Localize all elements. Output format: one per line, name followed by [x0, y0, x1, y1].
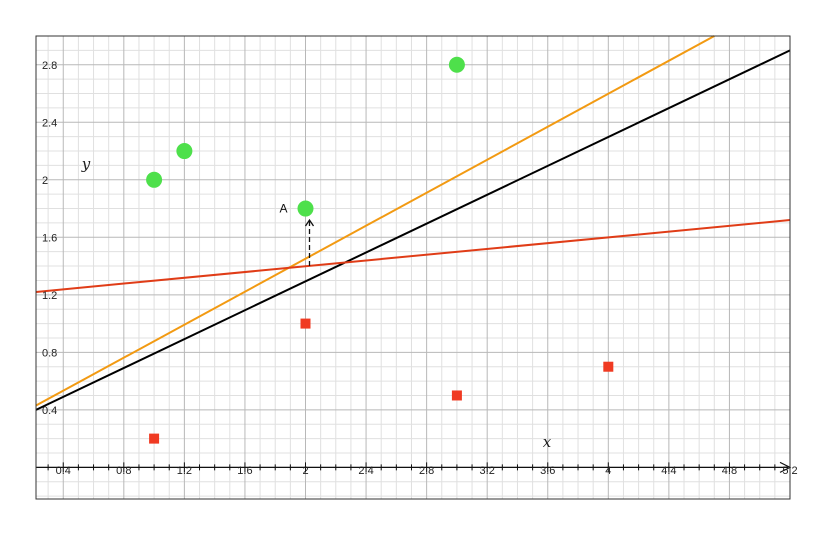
- data-point-square: [149, 433, 160, 444]
- trend-line: [35, 35, 715, 407]
- x-tick-label: 3.6: [540, 465, 555, 477]
- y-tick-label: 1.2: [42, 290, 57, 302]
- y-tick-label: 2.4: [42, 117, 57, 129]
- arrowhead-icon: [304, 218, 315, 227]
- data-point-square: [300, 318, 311, 329]
- data-point-circle: [176, 143, 193, 160]
- x-tick-label: 4.8: [722, 465, 737, 477]
- trend-lines: [35, 35, 791, 411]
- minor-grid: [36, 35, 790, 499]
- y-axis-title: y: [81, 155, 91, 173]
- point-label: A: [280, 202, 288, 216]
- x-tick-label: 2.8: [419, 465, 434, 477]
- data-point-circle: [297, 200, 314, 217]
- data-point-square: [451, 390, 462, 401]
- y-tick-label: 0.4: [42, 405, 57, 417]
- annotations: A: [280, 202, 315, 267]
- y-tick-label: 2: [42, 175, 48, 187]
- x-axis: [36, 461, 792, 473]
- x-axis-title: x: [543, 433, 552, 451]
- data-point-square: [603, 361, 614, 372]
- x-tick-label: 1.2: [177, 465, 192, 477]
- x-tick-label: 4: [605, 465, 611, 477]
- data-point-circle: [448, 56, 465, 73]
- major-grid: [36, 36, 791, 499]
- data-points: [146, 56, 614, 444]
- trend-line: [35, 49, 791, 411]
- plot-frame: [35, 35, 791, 500]
- y-tick-label: 1.6: [42, 232, 57, 244]
- x-tick-label: 2.4: [358, 465, 373, 477]
- x-tick-label: 0.4: [56, 465, 71, 477]
- x-tick-label: 4.4: [661, 465, 676, 477]
- y-tick-label: 2.8: [42, 60, 57, 72]
- data-point-circle: [146, 171, 163, 188]
- y-tick-label: 0.8: [42, 347, 57, 359]
- trend-line: [35, 219, 791, 293]
- x-tick-label: 3.2: [480, 465, 495, 477]
- x-tick-label: 2: [302, 465, 308, 477]
- x-tick-label: 1.6: [237, 465, 252, 477]
- x-tick-label: 0.8: [116, 465, 131, 477]
- tick-labels: 0.4 0.8 1.2 1.6 2 2.4 2.8 3.2 3.6 4 4.4 4.8 5.20.40.…: [42, 60, 798, 477]
